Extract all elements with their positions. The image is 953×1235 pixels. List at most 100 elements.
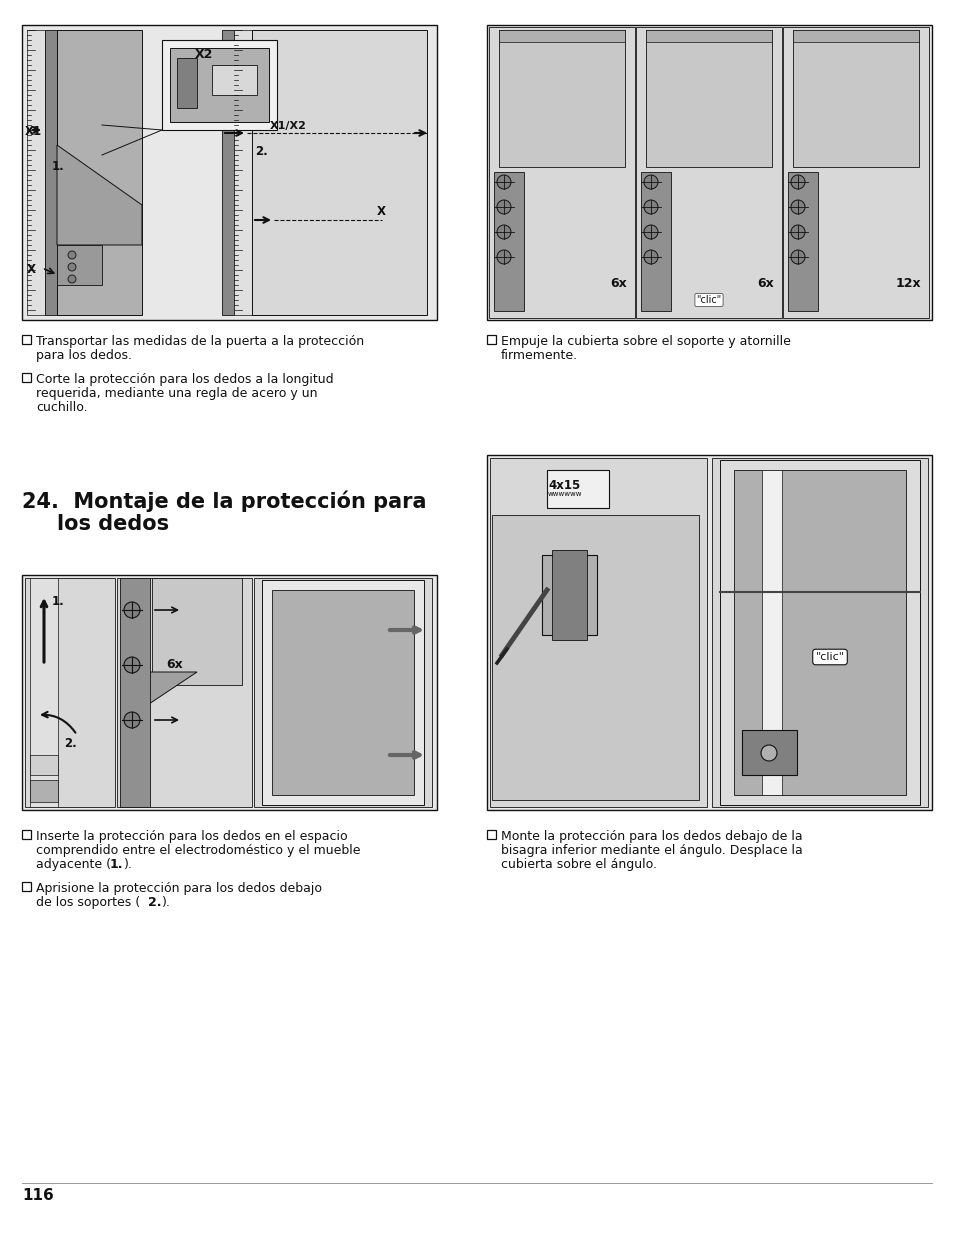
Text: 24.  Montaje de la protección para: 24. Montaje de la protección para [22,490,426,511]
Bar [22,335,30,345]
Text: 2.: 2. [254,144,268,158]
Bar [498,30,624,167]
Bar [792,30,918,167]
Text: 6x: 6x [610,277,626,290]
Bar [489,27,635,317]
Bar [645,30,771,167]
Text: Inserte la protección para los dedos en el espacio: Inserte la protección para los dedos en … [36,830,347,844]
Bar [636,27,781,317]
Circle shape [643,200,658,214]
Text: para los dedos.: para los dedos. [36,350,132,362]
Bar [253,578,432,806]
Text: X2: X2 [194,48,213,61]
Text: 116: 116 [22,1188,53,1203]
Bar [711,458,927,806]
Text: wwwwww: wwwwww [547,492,581,496]
Bar [486,25,931,320]
Text: 12x: 12x [895,277,920,290]
Text: cubierta sobre el ángulo.: cubierta sobre el ángulo. [500,858,657,871]
Text: Aprisione la protección para los dedos debajo: Aprisione la protección para los dedos d… [36,882,322,895]
Bar [25,578,115,806]
Text: los dedos: los dedos [57,514,169,534]
Circle shape [124,601,140,618]
Bar [152,578,242,685]
Text: 1.: 1. [110,858,123,871]
Bar [640,172,670,311]
Text: X: X [376,205,386,219]
Bar [30,781,58,802]
Text: bisagra inferior mediante el ángulo. Desplace la: bisagra inferior mediante el ángulo. Des… [500,844,801,857]
Bar [733,471,905,795]
Bar [486,335,496,345]
Circle shape [790,200,804,214]
Text: adyacente (: adyacente ( [36,858,111,871]
Text: X: X [27,263,36,275]
Circle shape [643,249,658,264]
Bar [645,30,771,42]
Bar [720,459,919,805]
Bar [22,373,30,382]
Circle shape [497,249,511,264]
Bar [761,471,781,795]
Bar [117,578,252,806]
Circle shape [497,225,511,240]
Text: Empuje la cubierta sobre el soporte y atornille: Empuje la cubierta sobre el soporte y at… [500,335,790,348]
Bar [741,730,796,776]
Bar [787,172,817,311]
Text: "clic": "clic" [815,652,843,662]
Text: de los soportes (: de los soportes ( [36,897,140,909]
Bar [120,578,150,806]
Text: "clic": "clic" [696,295,720,305]
Bar [45,30,57,315]
Text: Monte la protección para los dedos debajo de la: Monte la protección para los dedos debaj… [500,830,801,844]
Circle shape [124,657,140,673]
Circle shape [790,225,804,240]
Bar [57,245,102,285]
Bar [546,471,608,508]
Bar [541,555,597,635]
Bar [162,40,276,130]
Text: 1.: 1. [52,595,65,608]
Text: firmemente.: firmemente. [500,350,578,362]
Text: ).: ). [162,897,171,909]
Bar [22,25,436,320]
Bar [262,580,423,805]
Bar [170,48,269,122]
Circle shape [643,225,658,240]
Text: cuchillo.: cuchillo. [36,401,88,414]
Text: Transportar las medidas de la puerta a la protección: Transportar las medidas de la puerta a l… [36,335,364,348]
Bar [252,30,427,315]
Bar [27,30,45,315]
Bar [22,830,30,839]
Circle shape [68,263,76,270]
Text: requerida, mediante una regla de acero y un: requerida, mediante una regla de acero y… [36,387,317,400]
Circle shape [643,175,658,189]
Bar [222,30,233,315]
Bar [30,578,58,806]
Bar [57,30,142,315]
Bar [552,550,586,640]
Text: 1.: 1. [52,161,65,173]
Text: 6x: 6x [167,658,183,672]
Text: X1/X2: X1/X2 [270,121,307,131]
Circle shape [497,200,511,214]
Bar [30,755,58,776]
Circle shape [68,251,76,259]
Bar [498,30,624,42]
Text: ).: ). [124,858,132,871]
Bar [22,576,436,810]
Text: 6x: 6x [757,277,773,290]
Polygon shape [57,144,142,245]
Bar [486,454,931,810]
Circle shape [497,175,511,189]
Bar [792,30,918,42]
Bar [494,172,523,311]
Bar [492,515,699,800]
Circle shape [124,713,140,727]
Text: 2.: 2. [64,737,76,750]
Bar [233,30,252,315]
Text: Corte la protección para los dedos a la longitud: Corte la protección para los dedos a la … [36,373,334,387]
Circle shape [790,249,804,264]
Text: 2.: 2. [148,897,161,909]
Bar [177,58,196,107]
